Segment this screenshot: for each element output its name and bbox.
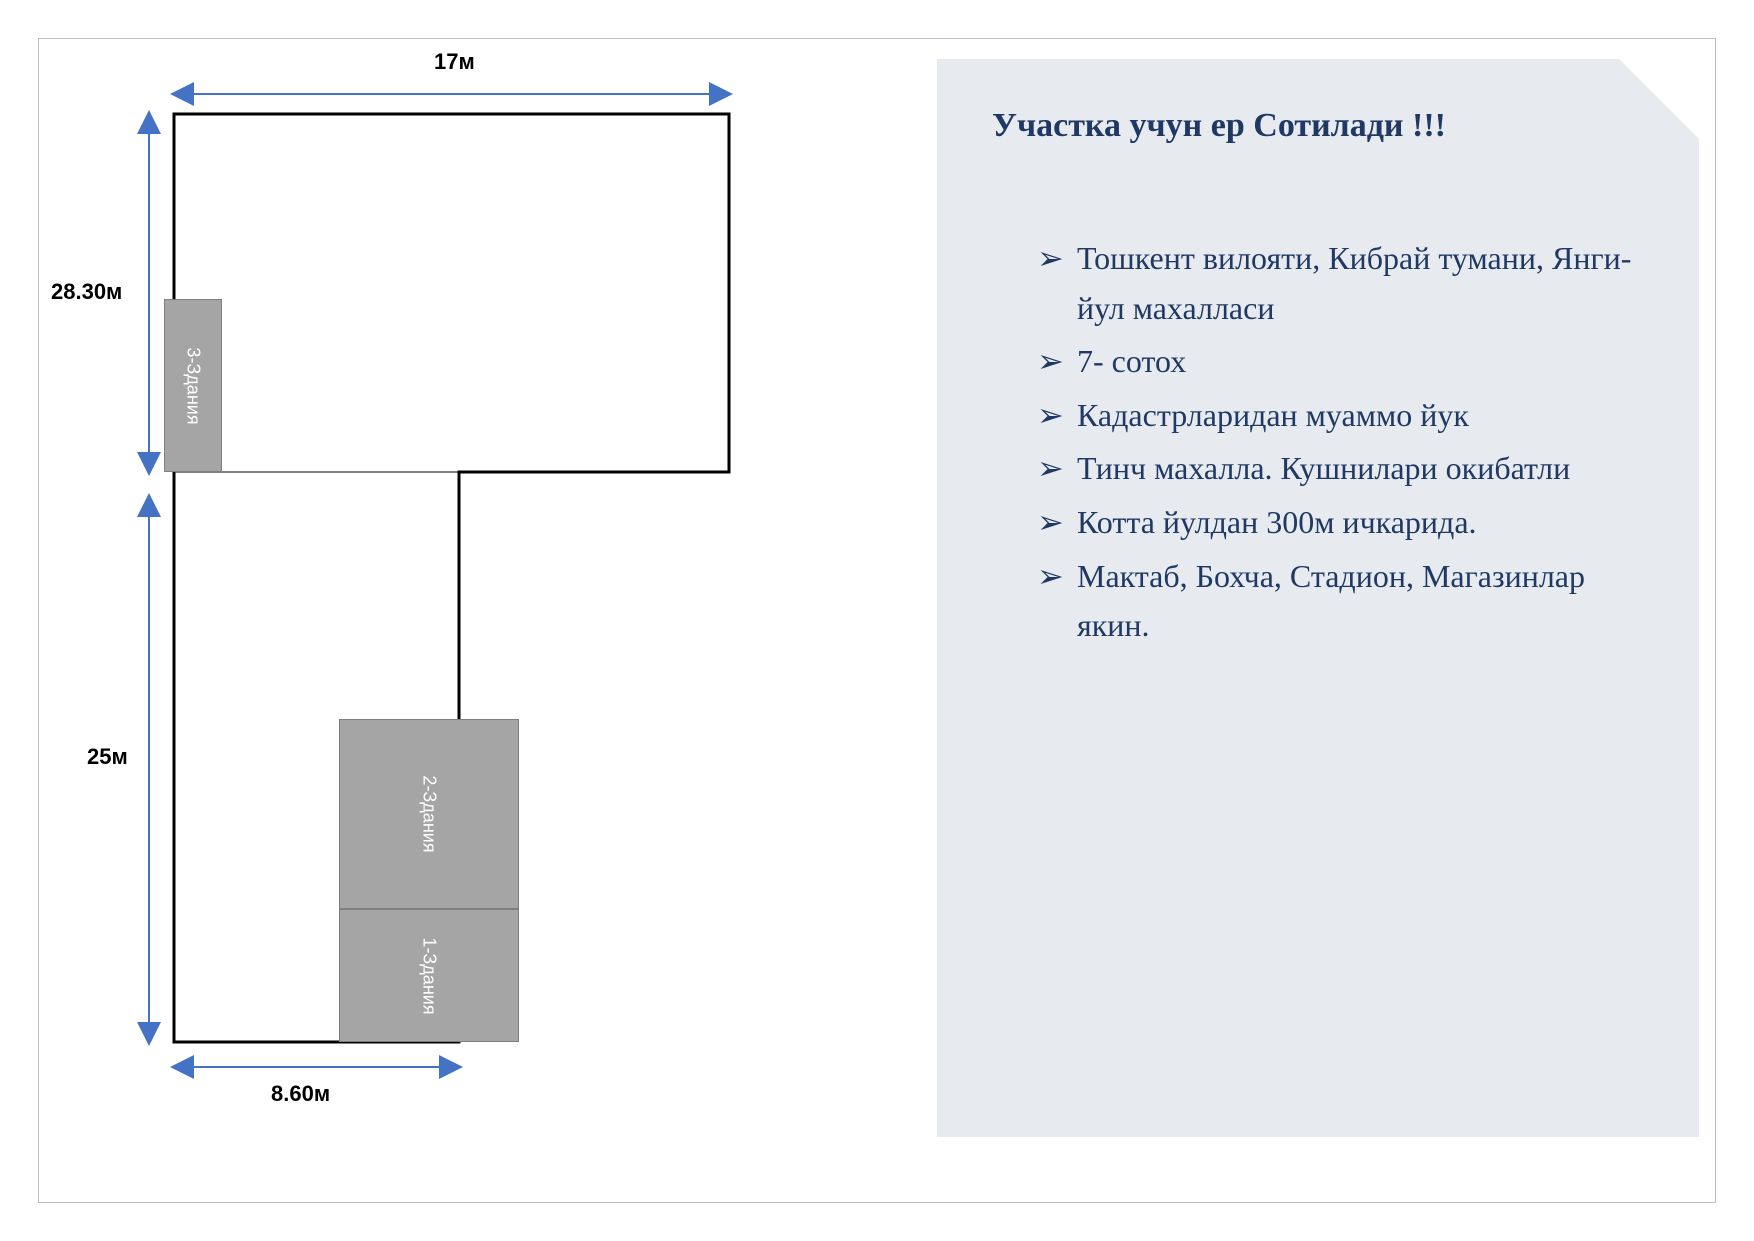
building-3: 3-Здания [164,299,222,472]
building-2: 2-Здания [339,719,519,909]
info-item: ➢ Тошкент вилояти, Кибрай тумани, Янги-й… [1037,234,1649,333]
info-item: ➢ Тинч махалла. Кушнилари окибатли [1037,444,1649,494]
info-title: Участка учун ер Сотилади !!! [992,107,1446,145]
chevron-right-icon: ➢ [1037,391,1067,441]
info-item-text: Тошкент вилояти, Кибрай тумани, Янги-йул… [1077,240,1631,326]
chevron-right-icon: ➢ [1037,234,1067,284]
dim-label-bottom: 8.60м [271,1081,330,1107]
info-item-text: Тинч махалла. Кушнилари окибатли [1077,450,1570,486]
info-panel-fold [1619,59,1699,139]
chevron-right-icon: ➢ [1037,337,1067,387]
chevron-right-icon: ➢ [1037,498,1067,548]
plot-diagram: 17м 28.30м 25м 8.60м 3-Здания 2-Здания 1… [39,39,859,1199]
info-panel: Участка учун ер Сотилади !!! ➢ Тошкент в… [937,59,1699,1137]
page: 17м 28.30м 25м 8.60м 3-Здания 2-Здания 1… [0,0,1754,1241]
info-item: ➢ Кадастрларидан муаммо йук [1037,391,1649,441]
building-2-label: 2-Здания [419,775,440,852]
dim-label-left-lower: 25м [87,744,128,770]
info-item-text: 7- сотох [1077,343,1186,379]
building-1: 1-Здания [339,909,519,1042]
info-item-text: Мактаб, Бохча, Стадион, Магазинлар якин. [1077,558,1585,644]
info-item: ➢ Котта йулдан 300м ичкарида. [1037,498,1649,548]
info-list: ➢ Тошкент вилояти, Кибрай тумани, Янги-й… [1037,234,1649,655]
dim-label-left-upper: 28.30м [51,279,122,305]
info-item: ➢ 7- сотох [1037,337,1649,387]
dim-label-top: 17м [434,49,475,75]
info-item-text: Котта йулдан 300м ичкарида. [1077,504,1477,540]
info-item: ➢ Мактаб, Бохча, Стадион, Магазинлар яки… [1037,552,1649,651]
building-3-label: 3-Здания [183,347,204,424]
info-item-text: Кадастрларидан муаммо йук [1077,397,1469,433]
page-frame: 17м 28.30м 25м 8.60м 3-Здания 2-Здания 1… [38,38,1716,1203]
chevron-right-icon: ➢ [1037,552,1067,602]
building-1-label: 1-Здания [419,937,440,1014]
chevron-right-icon: ➢ [1037,444,1067,494]
